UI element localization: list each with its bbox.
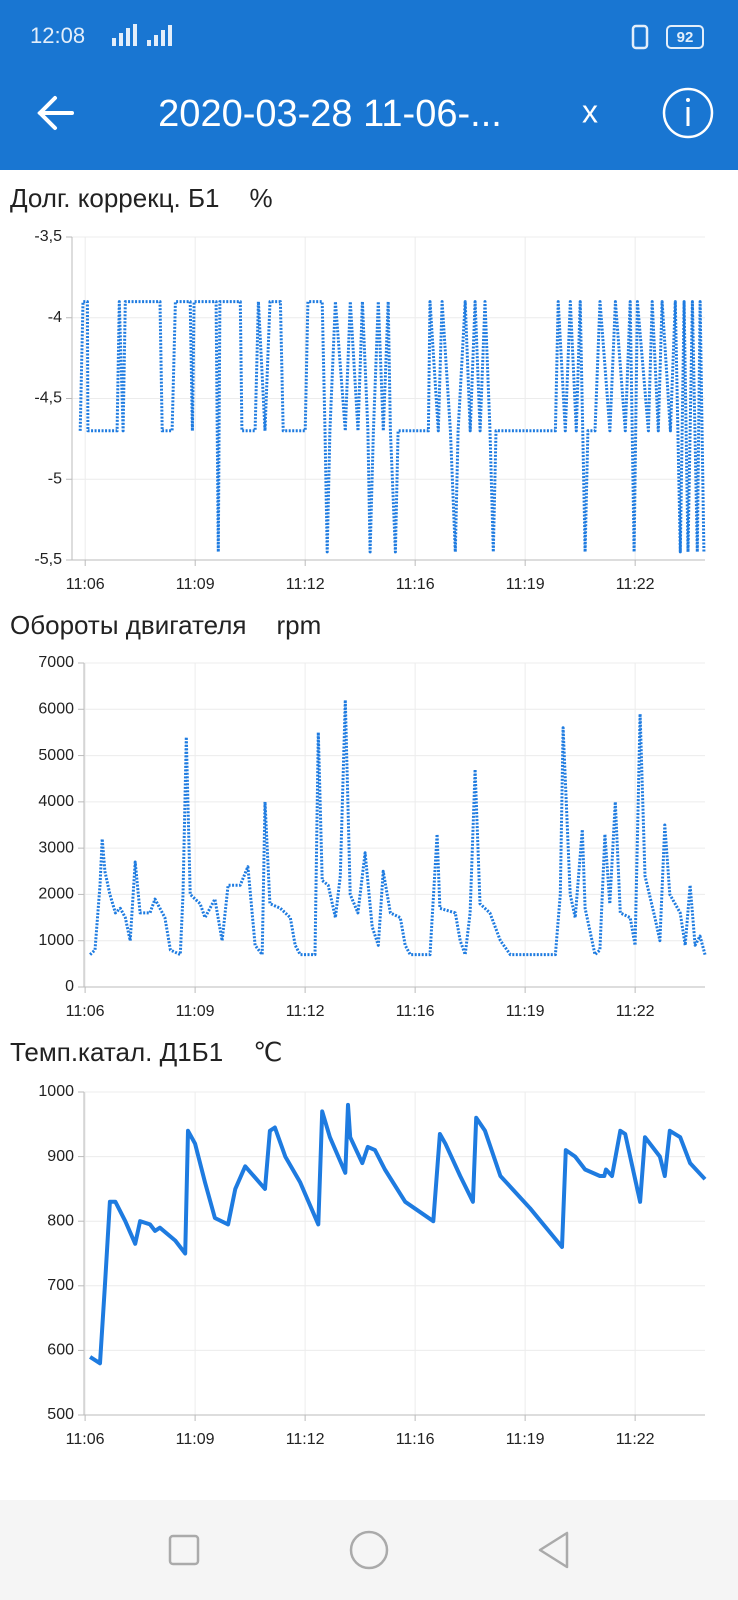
y-tick-label: 700 xyxy=(47,1277,74,1294)
battery-icon xyxy=(666,25,704,49)
app-bar-bg xyxy=(0,0,738,170)
chart-unit: % xyxy=(249,183,272,213)
app-title: 2020-03-28 11-06-... xyxy=(158,93,502,135)
y-tick-label: 1000 xyxy=(38,1083,74,1100)
back-button[interactable] xyxy=(37,96,74,130)
x-tick-label: 11:16 xyxy=(396,1431,435,1448)
chart-unit: ℃ xyxy=(253,1037,282,1067)
x-tick-label: 11:12 xyxy=(286,1003,325,1020)
data-line xyxy=(89,1102,707,1366)
x-tick-label: 11:06 xyxy=(66,576,105,593)
x-tick-label: 11:09 xyxy=(176,1003,215,1020)
nav-recent[interactable] xyxy=(168,1534,200,1566)
data-line xyxy=(78,300,706,554)
y-tick-label: -5,5 xyxy=(34,551,62,568)
data-line xyxy=(89,698,707,957)
x-tick-label: 11:12 xyxy=(286,576,325,593)
battery-level: 92 xyxy=(677,29,694,46)
x-tick-label: 11:06 xyxy=(66,1431,105,1448)
chart-title: Темп.катал. Д1Б1 xyxy=(10,1037,223,1067)
chart-title: Обороты двигателя xyxy=(10,610,247,640)
y-tick-label: -4,5 xyxy=(34,390,62,407)
info-button[interactable] xyxy=(662,87,714,139)
chart-title: Долг. коррекц. Б1 xyxy=(10,183,219,213)
x-tick-label: 11:19 xyxy=(506,1431,545,1448)
y-tick-label: 5000 xyxy=(38,747,74,764)
x-tick-label: 11:09 xyxy=(176,576,215,593)
x-tick-label: 11:19 xyxy=(506,1003,545,1020)
signal-icons xyxy=(112,24,172,46)
y-tick-label: -4 xyxy=(48,309,62,326)
status-time: 12:08 xyxy=(30,23,85,48)
x-tick-label: 11:09 xyxy=(176,1431,215,1448)
y-tick-label: 800 xyxy=(47,1212,74,1229)
y-tick-label: -3,5 xyxy=(34,228,62,245)
y-tick-label: 0 xyxy=(65,978,74,995)
nav-home[interactable] xyxy=(349,1530,389,1570)
x-tick-label: 11:16 xyxy=(396,1003,435,1020)
x-tick-label: 11:06 xyxy=(66,1003,105,1020)
nav-back[interactable] xyxy=(538,1531,569,1569)
x-tick-label: 11:22 xyxy=(616,576,655,593)
x-tick-label: 11:19 xyxy=(506,576,545,593)
y-tick-label: 6000 xyxy=(38,701,74,718)
y-tick-label: 4000 xyxy=(38,793,74,810)
y-tick-label: 500 xyxy=(47,1406,74,1423)
x-tick-label: 11:22 xyxy=(616,1431,655,1448)
y-tick-label: 7000 xyxy=(38,654,74,671)
y-tick-label: 600 xyxy=(47,1342,74,1359)
y-tick-label: 900 xyxy=(47,1148,74,1165)
y-tick-label: 2000 xyxy=(38,886,74,903)
x-tick-label: 11:22 xyxy=(616,1003,655,1020)
x-tick-label: 11:16 xyxy=(396,576,435,593)
close-button[interactable]: x xyxy=(582,93,598,129)
vibrate-icon xyxy=(631,24,649,50)
y-tick-label: 1000 xyxy=(38,932,74,949)
y-tick-label: 3000 xyxy=(38,839,74,856)
nav-bar xyxy=(0,1500,738,1600)
x-tick-label: 11:12 xyxy=(286,1431,325,1448)
y-tick-label: -5 xyxy=(48,470,62,487)
chart-unit: rpm xyxy=(277,610,322,640)
